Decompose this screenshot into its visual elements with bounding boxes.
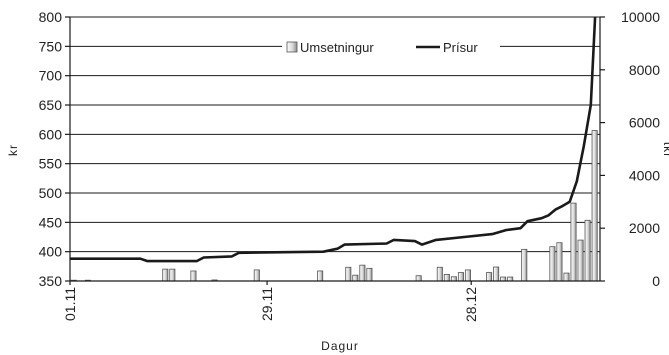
bar: [450, 276, 457, 282]
bar: [570, 202, 577, 282]
bar: [563, 272, 570, 282]
bar: [415, 275, 422, 282]
bar: [253, 269, 260, 282]
bar: [169, 268, 176, 282]
y-right-tick-label: 0: [652, 273, 660, 289]
bar: [549, 246, 556, 282]
y-left-tick-label: 350: [39, 273, 63, 289]
axis-labels: 3504004505005506006507007508000200040006…: [6, 9, 669, 353]
bar: [345, 266, 352, 282]
x-axis-title: Dagur: [321, 339, 359, 353]
y-right-tick-label: 8000: [629, 62, 660, 78]
axes: [65, 16, 605, 285]
bar: [359, 264, 366, 282]
legend-swatch-umsetningur: [286, 41, 298, 53]
y-left-tick-label: 450: [39, 214, 63, 230]
y-right-tick-label: 2000: [629, 220, 660, 236]
bar: [352, 274, 359, 282]
y-right-tick-label: 10000: [621, 9, 660, 25]
bar-series-umsetningur: [70, 130, 598, 282]
bar: [591, 130, 598, 282]
gridlines: [70, 16, 600, 282]
y-left-tick-label: 750: [39, 38, 63, 54]
bar: [521, 248, 528, 282]
bar: [457, 272, 464, 282]
bar: [162, 268, 169, 282]
x-tick-label: 29.11: [259, 287, 275, 321]
legend-label-prisur: Prísur: [443, 40, 478, 55]
y-left-tick-label: 400: [39, 244, 63, 260]
bar: [464, 269, 471, 282]
x-tick-label: 28.12: [463, 287, 479, 322]
y-left-tick-label: 600: [39, 126, 63, 142]
bar: [486, 272, 493, 282]
y-left-tick-label: 500: [39, 185, 63, 201]
y-right-tick-label: 4000: [629, 167, 660, 183]
bar: [190, 270, 197, 282]
y-left-tick-label: 800: [39, 9, 63, 25]
y-left-tick-label: 700: [39, 68, 63, 84]
y-left-tick-label: 650: [39, 97, 63, 113]
bar: [317, 270, 324, 282]
legend: Umsetningur Prísur: [282, 38, 500, 55]
bar: [577, 239, 584, 282]
y-left-axis-title: kr: [6, 144, 20, 156]
bar: [556, 242, 563, 282]
bar: [366, 267, 373, 282]
line-series-prisur: [70, 16, 597, 263]
bar: [584, 219, 591, 282]
bar: [493, 266, 500, 282]
legend-background: [282, 38, 500, 55]
bar: [436, 266, 443, 282]
x-tick-label: 01.11: [62, 287, 78, 321]
price-line: [70, 16, 597, 263]
legend-label-umsetningur: Umsetningur: [300, 40, 374, 55]
y-right-tick-label: 6000: [629, 115, 660, 131]
bar: [443, 273, 450, 282]
y-left-tick-label: 550: [39, 156, 63, 172]
y-right-axis-title: tkr: [661, 142, 669, 158]
